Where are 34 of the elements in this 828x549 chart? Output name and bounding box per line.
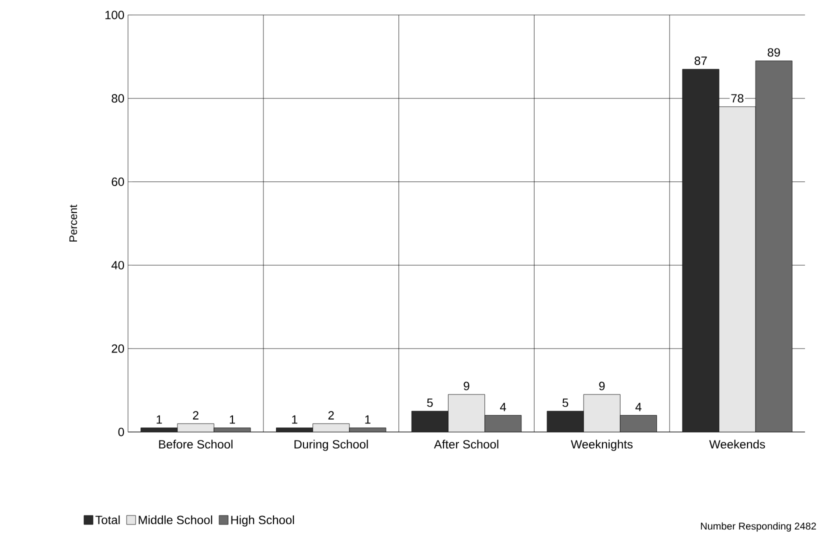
x-tick-label: After School (434, 440, 498, 449)
y-tick-label: 40 (111, 260, 124, 270)
text: Number Responding 2482 (700, 522, 816, 532)
x-tick-label: Before School (159, 440, 232, 449)
data-label: 2 (328, 411, 334, 420)
data-label: 2 (192, 411, 198, 420)
y-axis-title: Percent (69, 204, 78, 242)
y-tick-label: 20 (112, 344, 124, 353)
x-tick-label: Weeknights (570, 440, 633, 451)
legend-label: Middle School (138, 515, 212, 524)
data-label: 5 (427, 398, 433, 407)
data-label: 87 (694, 56, 707, 65)
data-label: 1 (365, 415, 370, 424)
x-tick-label: Weekends (709, 440, 766, 449)
data-label: 1 (156, 415, 162, 424)
data-label: 1 (230, 415, 236, 424)
x-tick-label: During School (294, 440, 368, 451)
y-tick-label: 100 (105, 10, 124, 20)
data-label: 5 (562, 398, 568, 407)
data-label: 9 (464, 382, 470, 390)
y-tick-label: 0 (118, 428, 124, 436)
legend-label: High School (231, 515, 294, 527)
bar (682, 68, 720, 432)
data-label: 78 (731, 94, 744, 103)
legend-label: Total (95, 515, 120, 524)
data-label: 9 (599, 382, 605, 390)
y-tick-label: 80 (112, 94, 124, 103)
data-label: 1 (292, 415, 298, 424)
data-label: 4 (500, 402, 506, 412)
data-label: 89 (768, 48, 780, 57)
bar (546, 410, 584, 432)
bar (411, 410, 448, 432)
data-label: 4 (635, 402, 642, 412)
y-tick-label: 60 (112, 178, 124, 186)
